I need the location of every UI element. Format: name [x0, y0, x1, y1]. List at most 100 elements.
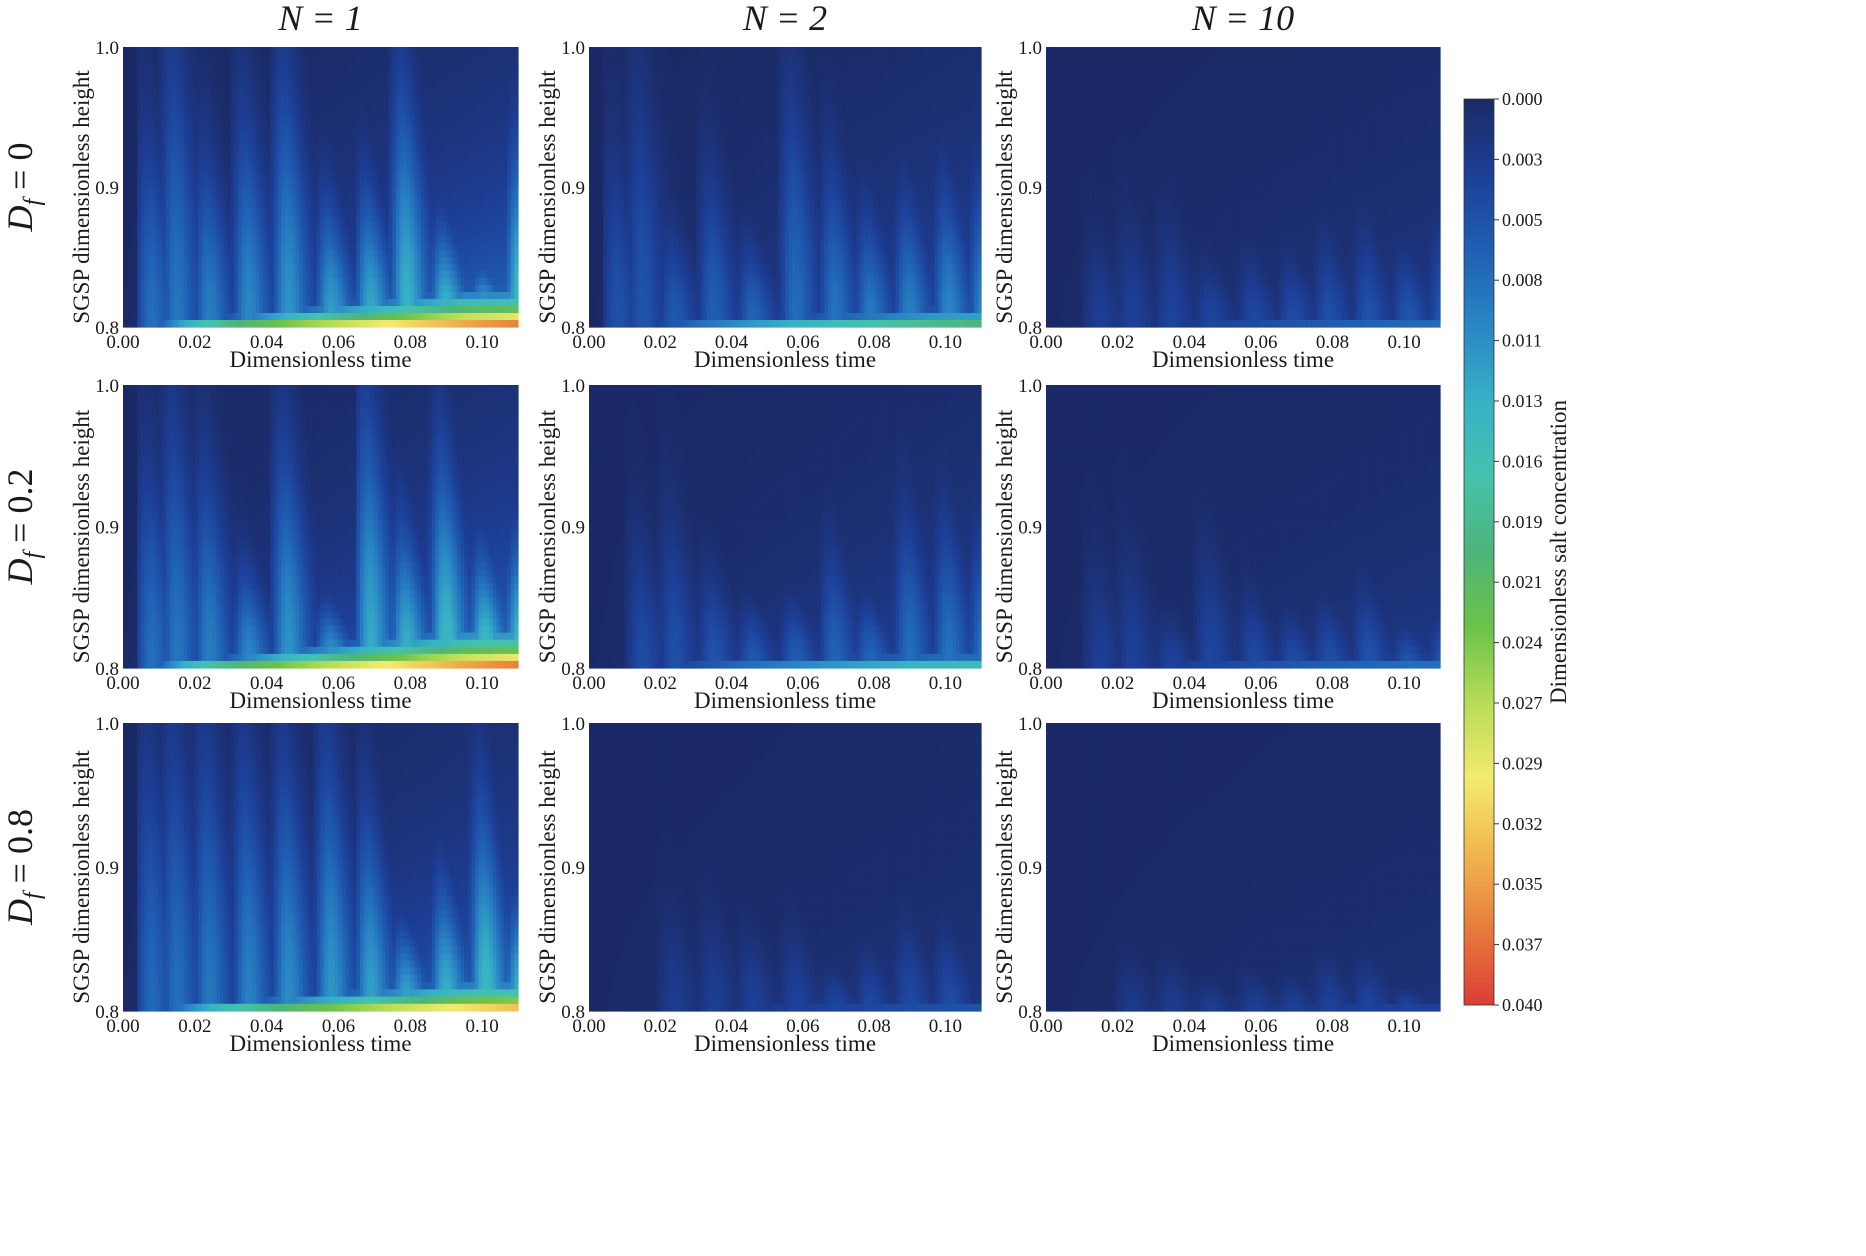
heat-cell: [306, 201, 310, 209]
heat-cell: [130, 68, 134, 76]
heat-cell: [123, 292, 127, 300]
heat-cell: [382, 159, 386, 167]
heat-cell: [224, 47, 228, 55]
heat-cell: [145, 138, 149, 146]
heat-cell: [227, 313, 231, 321]
heat-cell: [202, 292, 206, 300]
heat-cell: [141, 250, 145, 258]
heat-cell: [443, 166, 447, 174]
heat-cell: [453, 236, 457, 244]
heat-cell: [209, 320, 213, 328]
heat-cell: [432, 68, 436, 76]
heat-cell: [249, 89, 253, 97]
heat-cell: [198, 194, 202, 202]
heat-cell: [299, 159, 303, 167]
heat-cell: [446, 173, 450, 181]
heat-cell: [141, 201, 145, 209]
heat-cell: [170, 250, 174, 258]
heat-cell: [303, 75, 307, 83]
heat-cell: [324, 152, 328, 160]
heat-cell: [360, 222, 364, 230]
heat-cell: [313, 215, 317, 223]
heat-cell: [403, 110, 407, 118]
heat-cell: [134, 306, 138, 314]
heat-cell: [277, 117, 281, 125]
heat-cell: [177, 54, 181, 62]
heat-cell: [134, 96, 138, 104]
heat-cell: [428, 152, 432, 160]
heat-cell: [331, 145, 335, 153]
heat-cell: [220, 117, 224, 125]
heat-cell: [360, 236, 364, 244]
heat-cell: [259, 124, 263, 132]
heat-cell: [378, 96, 382, 104]
heat-cell: [234, 222, 238, 230]
heat-cell: [378, 159, 382, 167]
heat-cell: [425, 75, 429, 83]
heat-cell: [281, 229, 285, 237]
heat-cell: [263, 271, 267, 279]
heat-cell: [421, 264, 425, 272]
heat-cell: [400, 124, 404, 132]
heat-cell: [310, 89, 314, 97]
heat-cell: [191, 201, 195, 209]
heat-cell: [432, 61, 436, 69]
heat-cell: [313, 173, 317, 181]
heat-cell: [227, 117, 231, 125]
heat-cell: [145, 159, 149, 167]
heat-cell: [313, 89, 317, 97]
heat-cell: [453, 138, 457, 146]
heat-cell: [338, 215, 342, 223]
heat-cell: [242, 54, 246, 62]
heat-cell: [127, 320, 131, 328]
heat-cell: [367, 215, 371, 223]
heat-cell: [249, 299, 253, 307]
heat-cell: [306, 236, 310, 244]
heat-cell: [267, 110, 271, 118]
heat-cell: [421, 166, 425, 174]
heat-cell: [231, 75, 235, 83]
heat-cell: [407, 222, 411, 230]
heat-cell: [141, 257, 145, 265]
heat-cell: [432, 215, 436, 223]
heat-cell: [130, 187, 134, 195]
heat-cell: [439, 320, 443, 328]
heat-cell: [425, 271, 429, 279]
heat-cell: [403, 306, 407, 314]
heat-cell: [163, 201, 167, 209]
heat-cell: [450, 229, 454, 237]
heat-cell: [220, 96, 224, 104]
heat-cell: [378, 271, 382, 279]
heat-cell: [303, 61, 307, 69]
heat-cell: [371, 47, 375, 55]
heat-cell: [328, 68, 332, 76]
heat-cell: [249, 180, 253, 188]
heat-cell: [450, 138, 454, 146]
heat-cell: [191, 89, 195, 97]
heat-cell: [242, 243, 246, 251]
heat-cell: [356, 96, 360, 104]
heat-cell: [378, 180, 382, 188]
heat-cell: [292, 152, 296, 160]
heat-cell: [428, 117, 432, 125]
heat-cell: [396, 320, 400, 328]
heat-cell: [231, 264, 235, 272]
heat-cell: [321, 61, 325, 69]
heat-cell: [267, 201, 271, 209]
heat-cell: [285, 173, 289, 181]
heat-cell: [170, 152, 174, 160]
heat-cell: [346, 201, 350, 209]
heat-cell: [231, 292, 235, 300]
heat-cell: [180, 166, 184, 174]
heat-cell: [231, 222, 235, 230]
heat-cell: [328, 61, 332, 69]
heat-cell: [338, 117, 342, 125]
heat-cell: [159, 236, 163, 244]
heat-cell: [453, 110, 457, 118]
heat-cell: [443, 145, 447, 153]
heat-cell: [285, 229, 289, 237]
heat-cell: [299, 243, 303, 251]
heat-cell: [209, 299, 213, 307]
heat-cell: [202, 152, 206, 160]
heat-cell: [331, 75, 335, 83]
